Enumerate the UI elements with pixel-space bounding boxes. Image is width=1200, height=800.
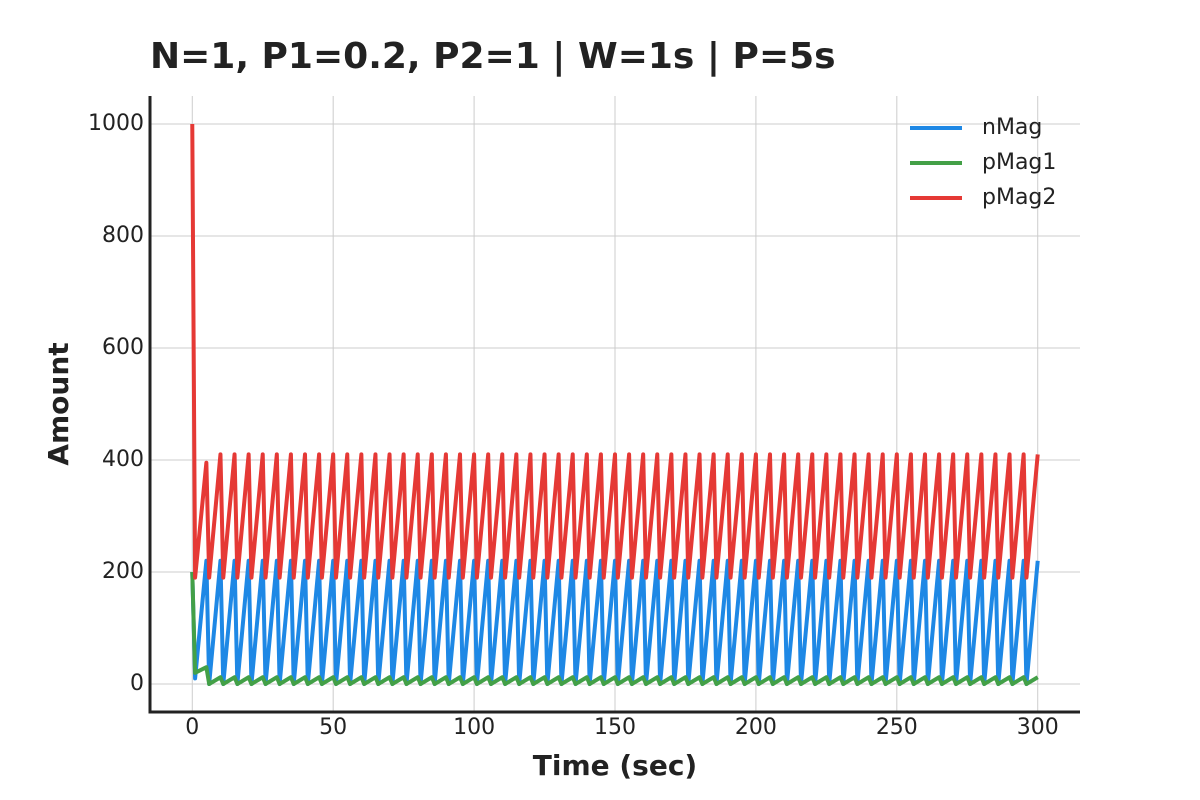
x-tick-label: 300 — [1017, 715, 1059, 740]
x-tick-label: 200 — [735, 715, 777, 740]
chart-title: N=1, P1=0.2, P2=1 | W=1s | P=5s — [150, 36, 836, 77]
data-line — [190, 558, 1040, 686]
y-tick-label: 600 — [102, 335, 144, 360]
x-tick-label: 50 — [319, 715, 347, 740]
x-tick-label: 250 — [876, 715, 918, 740]
legend-label: pMag2 — [982, 185, 1056, 210]
legend-label: nMag — [982, 115, 1042, 140]
x-tick-label: 150 — [594, 715, 636, 740]
x-axis-label: Time (sec) — [533, 749, 697, 782]
legend-label: pMag1 — [982, 150, 1056, 175]
y-tick-label: 1000 — [88, 111, 144, 136]
x-tick-label: 100 — [453, 715, 495, 740]
y-axis-label: Amount — [42, 342, 75, 465]
y-tick-label: 400 — [102, 447, 144, 472]
data-line — [190, 123, 1040, 580]
y-tick-label: 0 — [130, 671, 144, 696]
y-tick-label: 200 — [102, 559, 144, 584]
x-tick-label: 0 — [185, 715, 199, 740]
data-line — [190, 571, 1039, 686]
y-tick-label: 800 — [102, 223, 144, 248]
